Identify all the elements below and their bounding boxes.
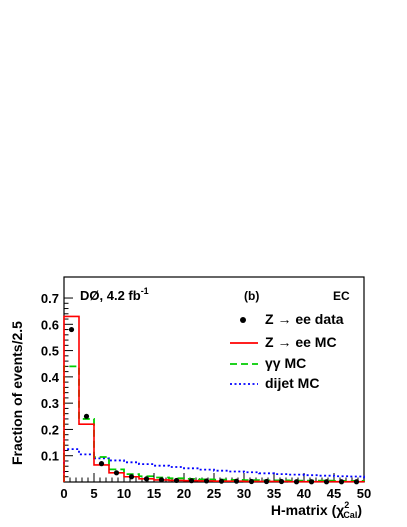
y-tick-label: 0.4 <box>41 370 60 385</box>
experiment-label: DØ, 4.2 fb-1 <box>80 286 149 303</box>
x-tick-label: 15 <box>147 486 161 501</box>
data-point <box>203 478 210 484</box>
data-point <box>113 470 120 476</box>
data-point <box>323 479 330 485</box>
legend-marker <box>240 317 246 323</box>
y-tick-label: 0.6 <box>41 317 59 332</box>
data-point <box>308 479 315 485</box>
region-label: EC <box>333 289 350 303</box>
data-point <box>68 326 75 333</box>
data-point <box>188 478 195 484</box>
x-tick-label: 35 <box>267 486 281 501</box>
data-point <box>128 474 135 480</box>
legend: Z → ee data Z → ee MC γγ MC dijet MC <box>230 311 344 391</box>
legend-label: γγ MC <box>265 355 306 371</box>
panel-label: (b) <box>244 289 259 303</box>
y-axis-label: Fraction of events/2.5 <box>9 321 25 465</box>
y-tick-label: 0.3 <box>41 396 59 411</box>
x-axis-label: H-matrix (χ2 Cal) <box>271 500 362 520</box>
x-tick-label: 40 <box>297 486 311 501</box>
x-tick-label: 45 <box>327 486 341 501</box>
y-tick-label: 0.2 <box>41 422 59 437</box>
data-point <box>158 477 165 483</box>
y-tick-label: 0.5 <box>41 344 59 359</box>
series-dotted-line <box>63 448 365 482</box>
x-tick-labels: 0 5 10 15 20 25 30 35 40 45 50 <box>60 486 371 501</box>
y-tick-labels: 0.1 0.2 0.3 0.4 0.5 0.6 0.7 <box>41 291 60 464</box>
data-point <box>248 478 255 485</box>
data-point <box>218 478 225 484</box>
x-tick-label: 20 <box>177 486 191 501</box>
legend-label: Z → ee MC <box>265 334 337 350</box>
data-point <box>338 479 345 485</box>
legend-label: dijet MC <box>265 375 319 391</box>
data-point <box>278 478 285 485</box>
legend-label: Z → ee data <box>265 311 344 327</box>
y-tick-label: 0.7 <box>41 291 59 306</box>
x-tick-label: 25 <box>207 486 221 501</box>
data-point <box>98 461 105 467</box>
data-points-layer <box>68 326 360 485</box>
data-point <box>293 479 300 485</box>
x-tick-label: 30 <box>237 486 251 501</box>
data-point <box>263 478 270 485</box>
data-point <box>173 477 180 484</box>
data-point <box>83 413 90 419</box>
series-dashed-line <box>63 365 365 482</box>
data-point <box>143 476 150 482</box>
x-tick-label: 5 <box>90 486 97 501</box>
x-tick-label: 10 <box>117 486 131 501</box>
x-tick-label: 0 <box>60 486 67 501</box>
data-point <box>353 479 360 485</box>
x-tick-label: 50 <box>357 486 371 501</box>
y-tick-label: 0.1 <box>41 449 59 464</box>
data-point <box>233 478 240 484</box>
